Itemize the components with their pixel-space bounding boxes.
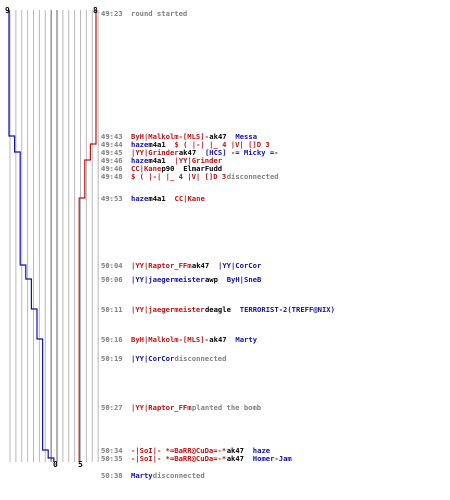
event-time: 50:19 [101,354,123,363]
t-alive-step-line [78,10,97,462]
event-time: 50:11 [101,305,123,314]
event-text: -|SoI|- *=BaRR@CuDa=-* [131,454,226,464]
event-row: 50:19 |YY|CorCor disconnected [101,354,226,364]
ct-step-path [8,10,55,462]
event-text: |YY|Raptor_FFm [131,261,192,271]
event-row: 50:06 |YY|jaegermeister awp ByH|SneB [101,275,262,285]
event-text: CC|Kane [175,194,206,204]
ct-alive-step-line [8,10,55,462]
event-text: ak47 [209,132,226,141]
event-time: 50:04 [101,261,123,270]
event-row: 49:53 haze m4a1 CC|Kane [101,194,205,204]
event-text: ByH|Malkolm-[MLS]- [131,132,209,142]
event-text: ak47 [209,335,226,344]
event-row: 49:48 $ ( |-| |_ 4 |V| []D 3 disconnected [101,172,279,182]
event-time: 49:23 [101,9,123,18]
event-time: 50:16 [101,335,123,344]
event-text: Marty [131,471,153,480]
event-text: |YY|Grinder [131,148,179,158]
event-row: 50:27 |YY|Raptor_FFm planted the bomb [101,403,262,413]
event-text: m4a1 [148,140,165,149]
event-text: haze [131,140,149,149]
t-start-count: 8 [93,6,98,15]
event-time: 49:45 [101,148,123,157]
event-row: 49:44 haze m4a1 $ ( |-| |_ 4 |V| []D 3 [101,140,270,150]
event-text: |YY|CorCor [218,261,262,271]
event-text: Messa [235,132,257,141]
event-text: round started [131,9,187,18]
event-text: m4a1 [148,156,165,165]
event-time: 50:38 [101,471,123,480]
event-row: 50:04 |YY|Raptor_FFm ak47 |YY|CorCor [101,261,262,271]
event-text: ElmarFudd [183,164,222,173]
event-guide-lines [98,12,112,459]
event-text: TERRORIST-2(TREFF@NIX) [240,305,335,314]
event-row: 50:34 -|SoI|- *=BaRR@CuDa=-* ak47 haze [101,446,271,456]
event-time: 49:46 [101,164,123,173]
event-text: -|SoI|- *=BaRR@CuDa=-* [131,446,226,456]
event-time: 50:35 [101,454,123,463]
event-text: planted the bomb [192,403,262,412]
event-text: deagle [205,305,232,314]
event-text: disconnected [227,172,279,181]
event-row: 49:46 CC|Kane p90 ElmarFudd [101,164,222,174]
event-text: haze [131,194,149,203]
event-row: 49:46 haze m4a1 |YY|Grinder [101,156,223,166]
event-row: 50:16 ByH|Malkolm-[MLS]- ak47 Marty [101,335,258,345]
event-time: 50:06 [101,275,123,284]
event-text: CC|Kane [131,164,162,174]
event-row: 50:35 -|SoI|- *=BaRR@CuDa=-* ak47 Homer-J… [101,454,292,464]
event-text: $ ( |-| |_ 4 |V| []D 3 [175,140,270,150]
event-time: 49:48 [101,172,123,181]
event-text: Marty [235,335,257,344]
event-text: |YY|Grinder [175,156,223,166]
event-time: 50:34 [101,446,123,455]
event-time: 50:27 [101,403,123,412]
event-row: 50:11 |YY|jaegermeister deagle TERRORIST-… [101,305,335,315]
event-text: ak47 [227,454,244,463]
event-text: m4a1 [148,194,165,203]
event-row: 49:43 ByH|Malkolm-[MLS]- ak47 Messa [101,132,257,142]
event-time: 49:46 [101,156,123,165]
team-count-labels: 9 8 0 5 [5,6,98,469]
event-text: p90 [161,164,174,173]
event-text: haze [131,156,149,165]
event-text: |YY|CorCor [131,354,175,364]
event-time: 49:53 [101,194,123,203]
t-step-path [78,10,97,462]
t-end-count: 5 [78,460,83,469]
event-text: ByH|Malkolm-[MLS]- [131,335,209,345]
event-text: disconnected [175,354,227,363]
event-time: 49:44 [101,140,123,149]
event-text: [HCS] -= Micky =- [205,148,279,157]
event-row: 50:38 Marty disconnected [101,471,205,480]
event-log: 49:23 round started 49:43 ByH|Malkolm-[MLS]… [101,9,335,480]
event-row: 49:23 round started [101,9,187,18]
event-text: disconnected [153,471,205,480]
event-time: 49:43 [101,132,123,141]
event-text: ByH|SneB [227,275,262,285]
event-text: ak47 [227,446,244,455]
event-text: $ ( |-| |_ 4 |V| []D 3 [131,172,226,182]
event-text: |YY|jaegermeister [131,305,205,315]
event-text: ak47 [179,148,196,157]
player-count-grid [9,10,99,462]
event-text: haze [253,446,271,455]
event-text: awp [205,275,219,284]
ct-start-count: 9 [5,6,10,15]
event-text: |YY|jaegermeister [131,275,205,285]
event-row: 49:45 |YY|Grinder ak47 [HCS] -= Micky =- [101,148,279,158]
event-text: Homer-Jam [253,454,293,463]
event-text: |YY|Raptor_FFm [131,403,192,413]
ct-end-count: 0 [53,460,58,469]
event-text: ak47 [192,261,209,270]
